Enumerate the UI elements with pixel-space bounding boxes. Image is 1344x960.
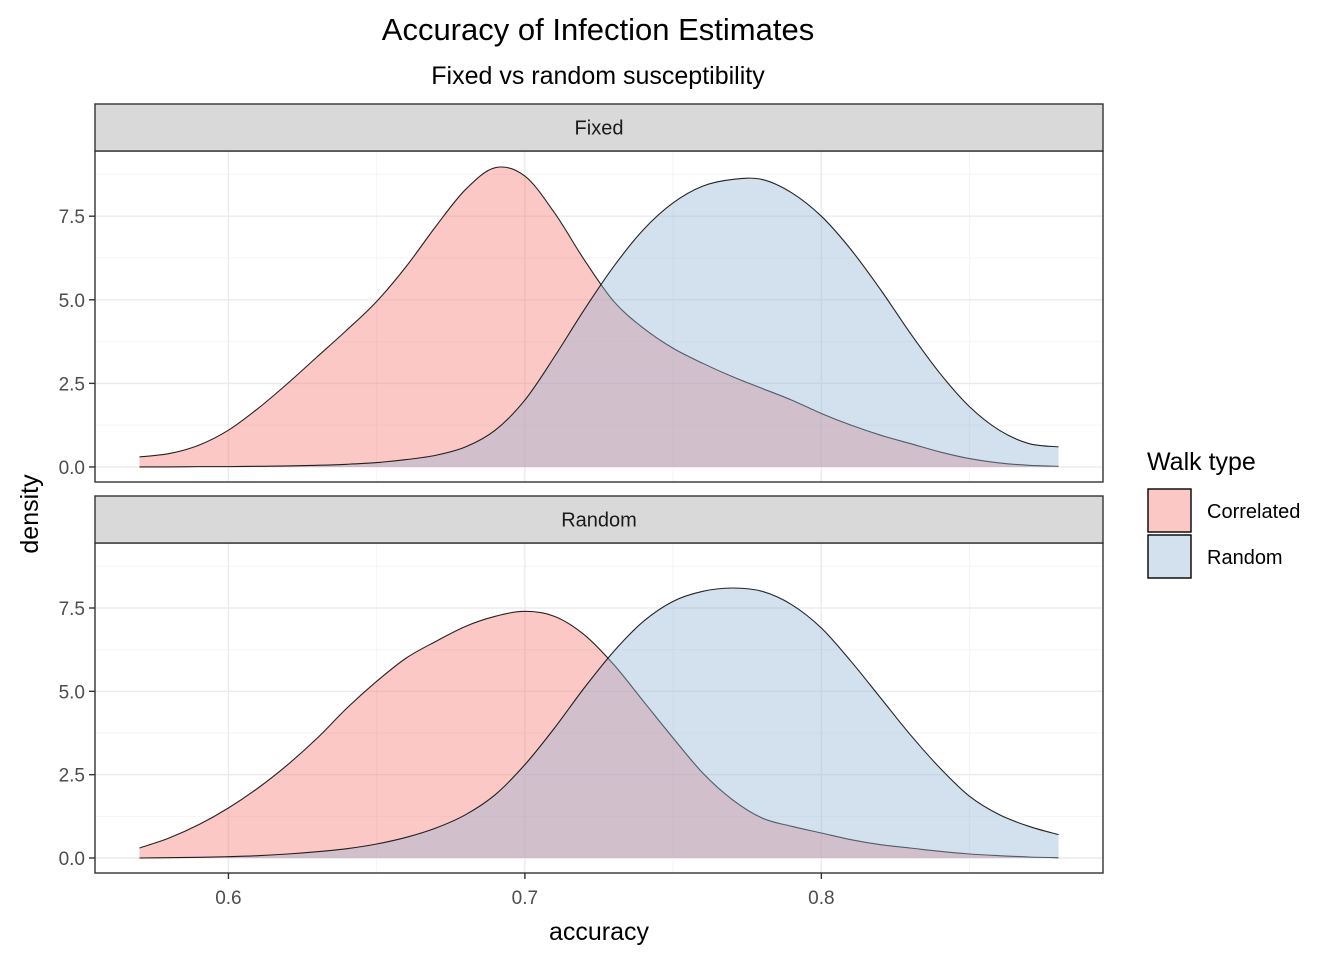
facet-strip — [94, 495, 1104, 544]
chart-title: Accuracy of Infection Estimates — [382, 12, 814, 47]
density-area-correlated — [139, 167, 1059, 467]
facet-strip — [94, 103, 1104, 152]
legend-label-correlated: Correlated — [1207, 501, 1300, 523]
legend-key-bg-correlated — [1148, 489, 1191, 532]
legend-title: Walk type — [1147, 448, 1256, 476]
facet-panels: Fixed 0.0 2.5 5.0 7.5 Random 0.0 2.5 5.0 7.5 — [59, 103, 1104, 874]
legend-key-random — [1147, 534, 1192, 579]
panel-background — [95, 151, 1103, 482]
facet-strip-label: Fixed — [575, 118, 624, 140]
facet-panel-fixed: Fixed 0.0 2.5 5.0 7.5 — [59, 103, 1104, 483]
density-line-random — [139, 177, 1059, 468]
x-tick-label: 0.7 — [512, 888, 538, 909]
facet-strip-label: Random — [561, 510, 637, 532]
legend-key-bg-random — [1148, 535, 1191, 578]
y-tick-label: 7.5 — [59, 599, 85, 620]
density-line-random — [139, 587, 1059, 859]
panel-background — [95, 543, 1103, 873]
x-axis: 0.6 0.7 0.8 — [215, 873, 835, 909]
legend-key-correlated — [1147, 488, 1192, 533]
legend: Walk type Correlated Random — [1147, 448, 1300, 579]
density-area-random — [139, 178, 1059, 467]
y-tick-label: 5.0 — [59, 682, 85, 703]
x-axis-title: accuracy — [549, 918, 650, 946]
y-tick-label: 5.0 — [59, 291, 85, 312]
y-tick-label: 0.0 — [59, 458, 85, 479]
density-area-random — [139, 588, 1059, 858]
facet-panel-random: Random 0.0 2.5 5.0 7.5 — [59, 495, 1104, 874]
density-line-correlated — [139, 610, 1059, 859]
x-tick-label: 0.6 — [215, 888, 241, 909]
y-tick-label: 2.5 — [59, 374, 85, 395]
density-line-correlated — [139, 166, 1059, 467]
chart-subtitle: Fixed vs random susceptibility — [431, 62, 765, 90]
y-tick-label: 2.5 — [59, 766, 85, 787]
y-tick-label: 7.5 — [59, 207, 85, 228]
y-tick-label: 0.0 — [59, 849, 85, 870]
x-tick-label: 0.8 — [808, 888, 834, 909]
legend-label-random: Random — [1207, 547, 1283, 569]
density-area-correlated — [139, 611, 1059, 858]
y-axis-title: density — [16, 474, 44, 554]
